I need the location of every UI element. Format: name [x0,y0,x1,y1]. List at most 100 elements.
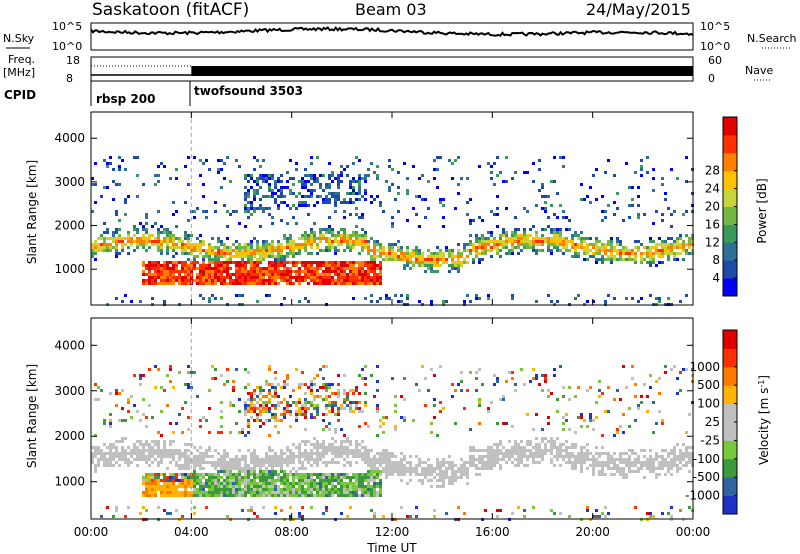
heatmap-cell [475,473,478,476]
heatmap-cell [289,506,292,509]
heatmap-cell [292,240,295,243]
heatmap-cell [445,461,448,464]
heatmap-cell [586,300,589,303]
nsky-label: N.Sky [3,32,35,45]
heatmap-cell [508,237,511,240]
heatmap-cell [247,195,250,198]
heatmap-cell [430,422,433,425]
heatmap-cell [394,243,397,246]
heatmap-cell [532,246,535,249]
heatmap-cell [277,485,280,488]
heatmap-cell [160,485,163,488]
heatmap-cell [289,270,292,273]
heatmap-cell [346,473,349,476]
heatmap-cell [631,464,634,467]
heatmap-cell [403,467,406,470]
heatmap-cell [298,473,301,476]
heatmap-cell [172,270,175,273]
heatmap-cell [229,482,232,485]
heatmap-cell [289,282,292,285]
heatmap-cell [277,273,280,276]
heatmap-cell [253,473,256,476]
heatmap-cell [559,240,562,243]
heatmap-cell [373,470,376,473]
heatmap-cell [172,440,175,443]
heatmap-cell [172,279,175,282]
heatmap-cell [334,282,337,285]
heatmap-cell [169,485,172,488]
heatmap-cell [634,246,637,249]
heatmap-cell [130,240,133,243]
heatmap-cell [418,195,421,198]
heatmap-cell [661,422,664,425]
heatmap-cell [217,261,220,264]
heatmap-cell [118,156,121,159]
heatmap-cell [289,189,292,192]
heatmap-cell [136,446,139,449]
heatmap-cell [307,488,310,491]
heatmap-cell [313,452,316,455]
heatmap-cell [370,473,373,476]
heatmap-cell [508,249,511,252]
heatmap-cell [346,482,349,485]
heatmap-cell [604,252,607,255]
heatmap-cell [118,392,121,395]
heatmap-cell [646,261,649,264]
heatmap-cell [631,198,634,201]
heatmap-cell [520,240,523,243]
heatmap-cell [163,443,166,446]
heatmap-cell [187,282,190,285]
heatmap-cell [205,216,208,219]
heatmap-cell [145,509,148,512]
heatmap-cell [493,455,496,458]
heatmap-cell [202,491,205,494]
heatmap-cell [682,258,685,261]
heatmap-cell [601,464,604,467]
heatmap-cell [496,225,499,228]
heatmap-cell [535,443,538,446]
heatmap-cell [439,249,442,252]
heatmap-cell [535,234,538,237]
heatmap-cell [469,449,472,452]
heatmap-cell [370,162,373,165]
heatmap-cell [187,386,190,389]
heatmap-cell [481,240,484,243]
power-colorbar-label: Power [dB] [755,178,769,243]
heatmap-cell [460,264,463,267]
heatmap-cell [625,473,628,476]
heatmap-cell [166,273,169,276]
heatmap-cell [379,488,382,491]
heatmap-cell [160,461,163,464]
heatmap-cell [595,461,598,464]
heatmap-cell [151,455,154,458]
heatmap-cell [205,482,208,485]
heatmap-cell [298,300,301,303]
heatmap-cell [277,255,280,258]
heatmap-cell [214,377,217,380]
heatmap-cell [355,240,358,243]
heatmap-cell [535,455,538,458]
heatmap-cell [328,240,331,243]
heatmap-cell [508,252,511,255]
heatmap-cell [196,494,199,497]
heatmap-cell [202,162,205,165]
heatmap-cell [304,458,307,461]
heatmap-cell [166,228,169,231]
heatmap-cell [157,506,160,509]
heatmap-cell [298,512,301,515]
heatmap-cell [232,473,235,476]
heatmap-cell [286,404,289,407]
heatmap-cell [373,494,376,497]
heatmap-cell [310,506,313,509]
heatmap-cell [355,479,358,482]
heatmap-cell [163,282,166,285]
heatmap-cell [316,494,319,497]
heatmap-cell [676,455,679,458]
heatmap-cell [298,458,301,461]
heatmap-cell [184,464,187,467]
heatmap-cell [337,446,340,449]
heatmap-cell [160,246,163,249]
heatmap-cell [238,165,241,168]
heatmap-cell [223,494,226,497]
heatmap-cell [259,473,262,476]
